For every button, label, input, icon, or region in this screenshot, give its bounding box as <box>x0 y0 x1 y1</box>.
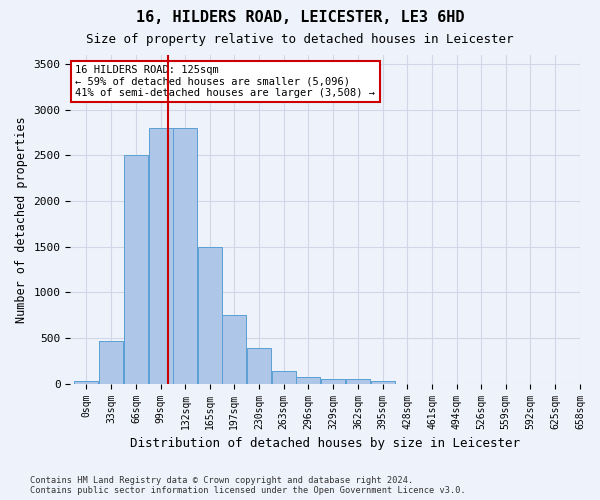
Bar <box>149 128 173 384</box>
Bar <box>272 371 296 384</box>
Text: 16 HILDERS ROAD: 125sqm
← 59% of detached houses are smaller (5,096)
41% of semi: 16 HILDERS ROAD: 125sqm ← 59% of detache… <box>76 65 376 98</box>
Bar <box>371 381 395 384</box>
Bar <box>222 315 246 384</box>
Bar <box>296 378 320 384</box>
Bar <box>124 156 148 384</box>
Bar <box>173 128 197 384</box>
Bar <box>247 348 271 384</box>
Bar <box>99 341 123 384</box>
X-axis label: Distribution of detached houses by size in Leicester: Distribution of detached houses by size … <box>130 437 520 450</box>
Bar <box>346 378 370 384</box>
Bar <box>198 246 222 384</box>
Bar <box>321 378 345 384</box>
Text: Contains HM Land Registry data © Crown copyright and database right 2024.
Contai: Contains HM Land Registry data © Crown c… <box>30 476 466 495</box>
Text: 16, HILDERS ROAD, LEICESTER, LE3 6HD: 16, HILDERS ROAD, LEICESTER, LE3 6HD <box>136 10 464 25</box>
Text: Size of property relative to detached houses in Leicester: Size of property relative to detached ho… <box>86 32 514 46</box>
Bar <box>74 381 98 384</box>
Y-axis label: Number of detached properties: Number of detached properties <box>15 116 28 322</box>
